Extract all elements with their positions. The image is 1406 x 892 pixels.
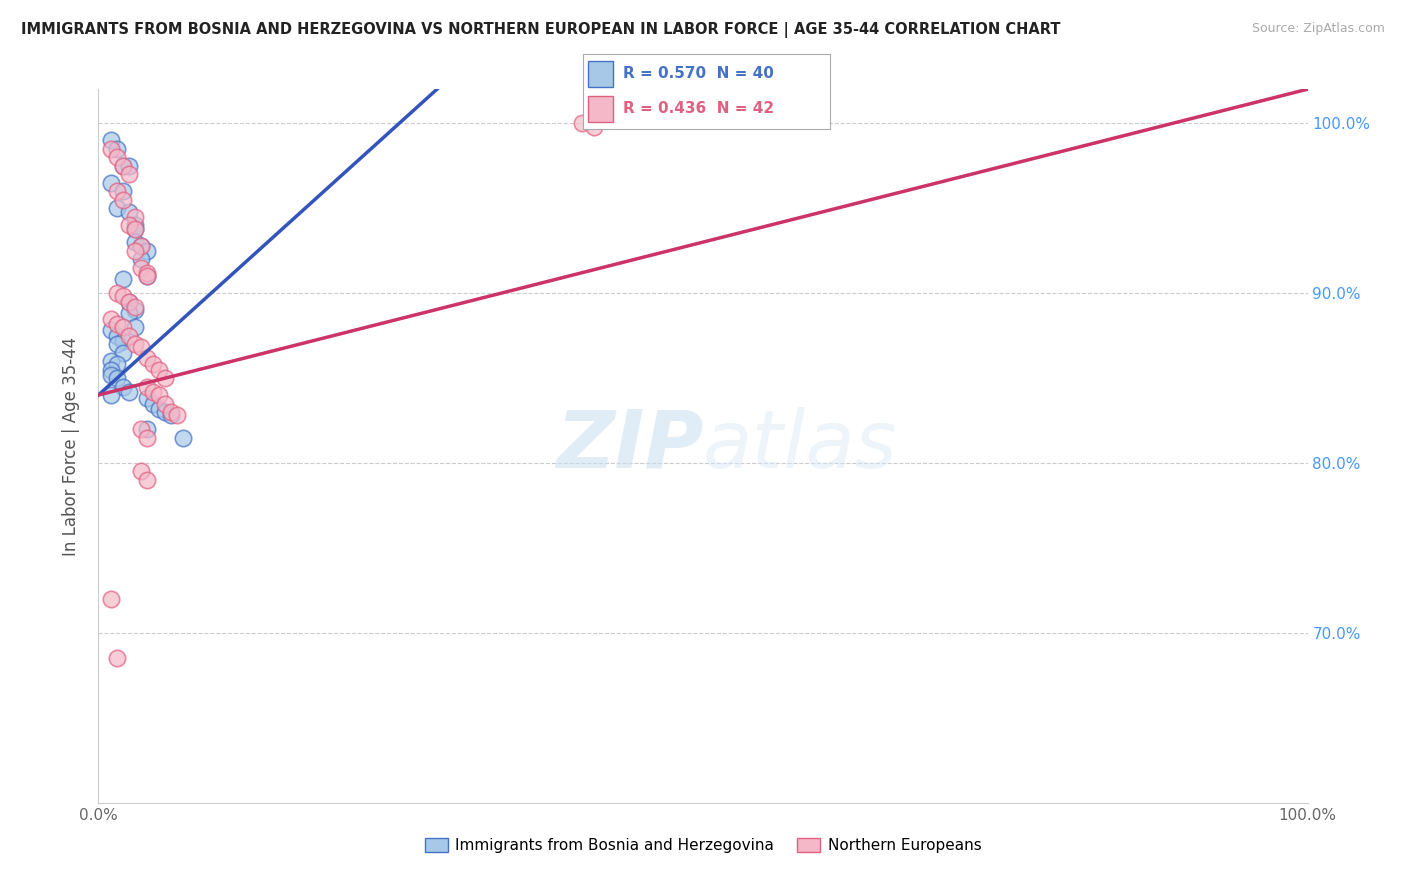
Point [153,405,176,419]
Point [111,193,134,207]
Point [172,430,194,444]
Point [105,651,128,665]
Point [135,392,157,406]
Bar [589,62,613,87]
Point [111,159,134,173]
Text: IMMIGRANTS FROM BOSNIA AND HERZEGOVINA VS NORTHERN EUROPEAN IN LABOR FORCE | AGE: IMMIGRANTS FROM BOSNIA AND HERZEGOVINA V… [21,22,1060,38]
Point [153,396,176,410]
Point [118,218,141,232]
Point [135,266,157,280]
Point [166,409,188,423]
Point [111,345,134,359]
Point [100,323,122,337]
Point [105,184,128,198]
Point [124,320,146,334]
Point [129,238,152,252]
Point [148,401,170,416]
Point [105,371,128,385]
Point [124,221,146,235]
Text: ZIP: ZIP [555,407,703,485]
Point [118,159,141,173]
Point [129,341,152,355]
Point [118,328,141,343]
Point [148,388,170,402]
Point [118,306,141,320]
Point [105,358,128,372]
Point [100,354,122,368]
Point [100,591,122,606]
Point [105,201,128,215]
Point [118,384,141,399]
Point [124,235,146,249]
Point [100,133,122,147]
Point [129,252,152,266]
Point [100,388,122,402]
Point [124,221,146,235]
Text: R = 0.570  N = 40: R = 0.570 N = 40 [623,67,773,81]
Point [129,465,152,479]
Point [135,351,157,365]
Point [118,294,141,309]
Point [105,286,128,301]
Point [129,422,152,436]
Point [100,176,122,190]
Point [105,142,128,156]
Bar [589,96,613,122]
Point [135,379,157,393]
Point [105,317,128,331]
Point [142,384,165,399]
Point [135,473,157,487]
Point [111,334,134,348]
Point [583,120,606,134]
Point [100,368,122,382]
Point [124,210,146,224]
Point [124,337,146,351]
Point [124,300,146,314]
Point [111,379,134,393]
Point [105,337,128,351]
Legend: Immigrants from Bosnia and Herzegovina, Northern Europeans: Immigrants from Bosnia and Herzegovina, … [419,832,987,859]
Point [571,116,593,130]
Text: atlas: atlas [703,407,898,485]
Text: Source: ZipAtlas.com: Source: ZipAtlas.com [1251,22,1385,36]
Point [135,244,157,258]
Point [142,358,165,372]
Point [105,150,128,164]
Point [160,405,183,419]
Point [135,269,157,284]
Point [124,303,146,318]
Point [111,320,134,334]
Y-axis label: In Labor Force | Age 35-44: In Labor Force | Age 35-44 [62,336,80,556]
Point [160,409,183,423]
Point [118,204,141,219]
Point [111,184,134,198]
Point [118,167,141,181]
Point [135,269,157,284]
Point [118,294,141,309]
Point [129,260,152,275]
Point [100,362,122,376]
Point [105,328,128,343]
Point [124,244,146,258]
Point [111,289,134,303]
Point [142,396,165,410]
Point [135,430,157,444]
Point [111,272,134,286]
Point [129,238,152,252]
Point [124,218,146,232]
Point [153,371,176,385]
Text: R = 0.436  N = 42: R = 0.436 N = 42 [623,102,773,116]
Point [148,362,170,376]
Point [100,142,122,156]
Point [100,311,122,326]
Point [135,422,157,436]
Point [111,159,134,173]
